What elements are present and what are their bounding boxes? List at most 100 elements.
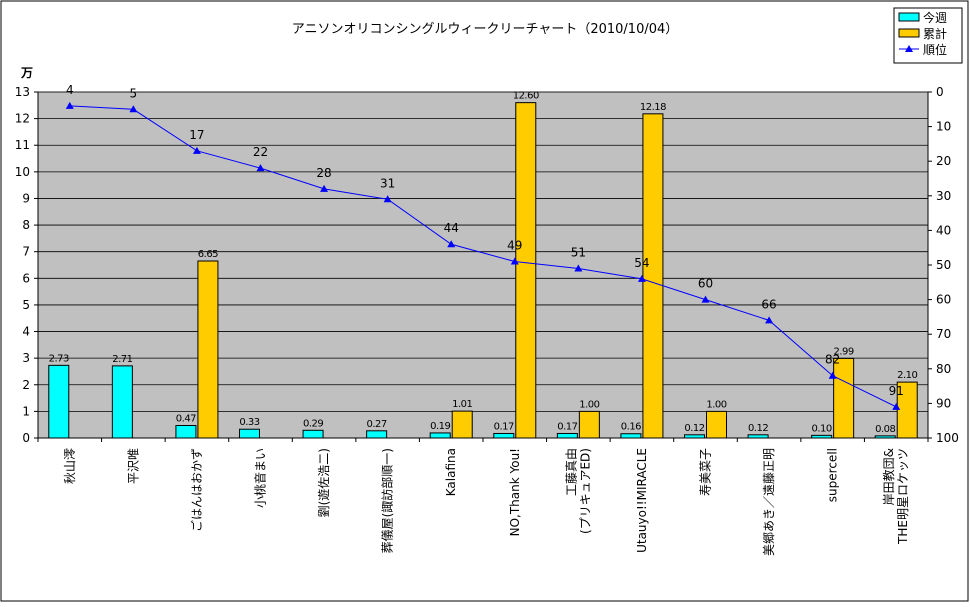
bar-weekly xyxy=(429,432,451,439)
rank-data-label: 17 xyxy=(189,128,204,142)
legend-swatch xyxy=(898,12,920,22)
y-right-tick-label: 80 xyxy=(936,362,951,376)
rank-data-label: 5 xyxy=(130,86,138,100)
rank-point xyxy=(637,274,646,282)
category-label: ごはんはおかず xyxy=(189,448,204,532)
y-left-tick-label: 4 xyxy=(22,325,30,339)
y-left-tick-label: 12 xyxy=(15,112,30,126)
bar-cumulative xyxy=(578,410,600,439)
category-label: 寿美菜子 xyxy=(699,448,713,496)
legend-entry: 順位 xyxy=(923,42,947,57)
y-left-tick-label: 2 xyxy=(22,378,30,392)
bar-cumulative xyxy=(706,410,727,439)
y-left-tick-label: 8 xyxy=(22,218,30,232)
y-left-tick-label: 10 xyxy=(15,165,30,179)
bar-data-label: 2.71 xyxy=(112,354,132,365)
legend-swatch xyxy=(898,28,920,38)
bar-data-label: 0.27 xyxy=(367,419,387,430)
rank-point xyxy=(510,257,519,265)
y-left-tick-label: 6 xyxy=(22,271,30,285)
category-label: NO,Thank You! xyxy=(508,448,522,536)
category-label: 秋山澪 xyxy=(63,448,77,484)
bar-data-label: 0.12 xyxy=(684,423,704,434)
bar-weekly xyxy=(366,430,388,439)
bar-data-label: 0.17 xyxy=(494,421,514,432)
y-right-tick-label: 20 xyxy=(936,154,951,168)
bar-data-label: 2.10 xyxy=(897,370,917,381)
bar-weekly xyxy=(302,429,324,439)
bar-data-label: 2.99 xyxy=(834,346,854,357)
rank-data-label: 22 xyxy=(253,145,268,159)
bar-cumulative xyxy=(197,260,219,439)
bar-cumulative xyxy=(833,357,855,439)
rank-point xyxy=(828,371,837,379)
y-right-tick-label: 40 xyxy=(936,223,951,237)
category-label: Utauyo!!MIRACLE xyxy=(635,448,649,553)
bar-weekly xyxy=(811,434,833,439)
bar-data-label: 0.08 xyxy=(875,424,895,435)
y-right-tick-label: 60 xyxy=(936,293,951,307)
legend-marker xyxy=(905,45,913,52)
y-right-tick-label: 0 xyxy=(936,85,944,99)
y-left-tick-label: 9 xyxy=(22,191,30,205)
category-label: THE明星ロケッツ xyxy=(896,448,910,545)
y-left-tick-label: 7 xyxy=(22,245,30,259)
rank-data-label: 44 xyxy=(444,221,459,235)
rank-point xyxy=(383,195,392,203)
rank-point xyxy=(765,316,774,324)
chart-title: アニソンオリコンシングルウィークリーチャート（2010/10/04） xyxy=(292,22,679,37)
bar-data-label: 6.65 xyxy=(198,249,218,260)
y-left-tick-label: 5 xyxy=(22,298,30,312)
rank-point xyxy=(129,105,138,113)
bar-data-label: 1.00 xyxy=(579,399,599,410)
bar-weekly xyxy=(175,424,197,439)
bar-data-label: 0.33 xyxy=(239,417,259,428)
rank-data-label: 91 xyxy=(889,384,904,398)
bar-weekly xyxy=(48,364,70,439)
bar-weekly xyxy=(493,432,515,439)
y-left-tick-label: 0 xyxy=(22,431,30,445)
category-label: 岸田教団& xyxy=(881,448,896,505)
category-label: (プリキュアED) xyxy=(578,448,592,534)
y-left-tick-label: 11 xyxy=(15,138,30,152)
bar-data-label: 0.16 xyxy=(621,422,641,433)
rank-data-label: 54 xyxy=(634,256,649,270)
y-right-tick-label: 70 xyxy=(936,327,951,341)
bar-weekly xyxy=(747,434,769,439)
rank-point xyxy=(320,184,329,192)
rank-point xyxy=(892,402,901,410)
bar-weekly xyxy=(111,365,133,439)
bar-weekly xyxy=(684,434,705,439)
bar-cumulative xyxy=(515,102,537,439)
rank-point xyxy=(701,295,710,303)
bar-data-label: 0.17 xyxy=(557,421,577,432)
bar-cumulative xyxy=(451,410,473,439)
y-right-tick-label: 10 xyxy=(936,120,951,134)
y-right-tick-label: 30 xyxy=(936,189,951,203)
rank-point xyxy=(574,264,583,272)
rank-point xyxy=(256,164,265,172)
legend-entry: 今週 xyxy=(923,10,947,25)
y-right-tick-label: 50 xyxy=(936,258,951,272)
rank-point xyxy=(65,101,74,109)
rank-data-label: 4 xyxy=(66,83,74,97)
category-label: 劉(遊佐浩二) xyxy=(316,448,331,517)
bar-data-label: 12.60 xyxy=(513,91,539,102)
category-label: 平沢唯 xyxy=(126,448,140,484)
rank-data-label: 82 xyxy=(825,353,840,367)
category-label: supercell xyxy=(826,448,840,502)
category-label: 美郷あき／遠藤正明 xyxy=(762,448,776,556)
y-right-tick-label: 100 xyxy=(936,431,959,445)
rank-point xyxy=(192,146,201,154)
bar-cumulative xyxy=(896,381,918,439)
rank-data-label: 49 xyxy=(507,239,522,253)
plot-area xyxy=(37,91,929,439)
rank-data-label: 66 xyxy=(761,297,776,311)
bar-data-label: 2.73 xyxy=(49,353,69,364)
bar-data-label: 0.12 xyxy=(748,423,768,434)
rank-data-label: 60 xyxy=(698,277,713,291)
rank-data-label: 28 xyxy=(316,166,331,180)
y-right-tick-label: 90 xyxy=(936,396,951,410)
bar-data-label: 1.00 xyxy=(706,399,726,410)
bar-data-label: 0.29 xyxy=(303,418,323,429)
